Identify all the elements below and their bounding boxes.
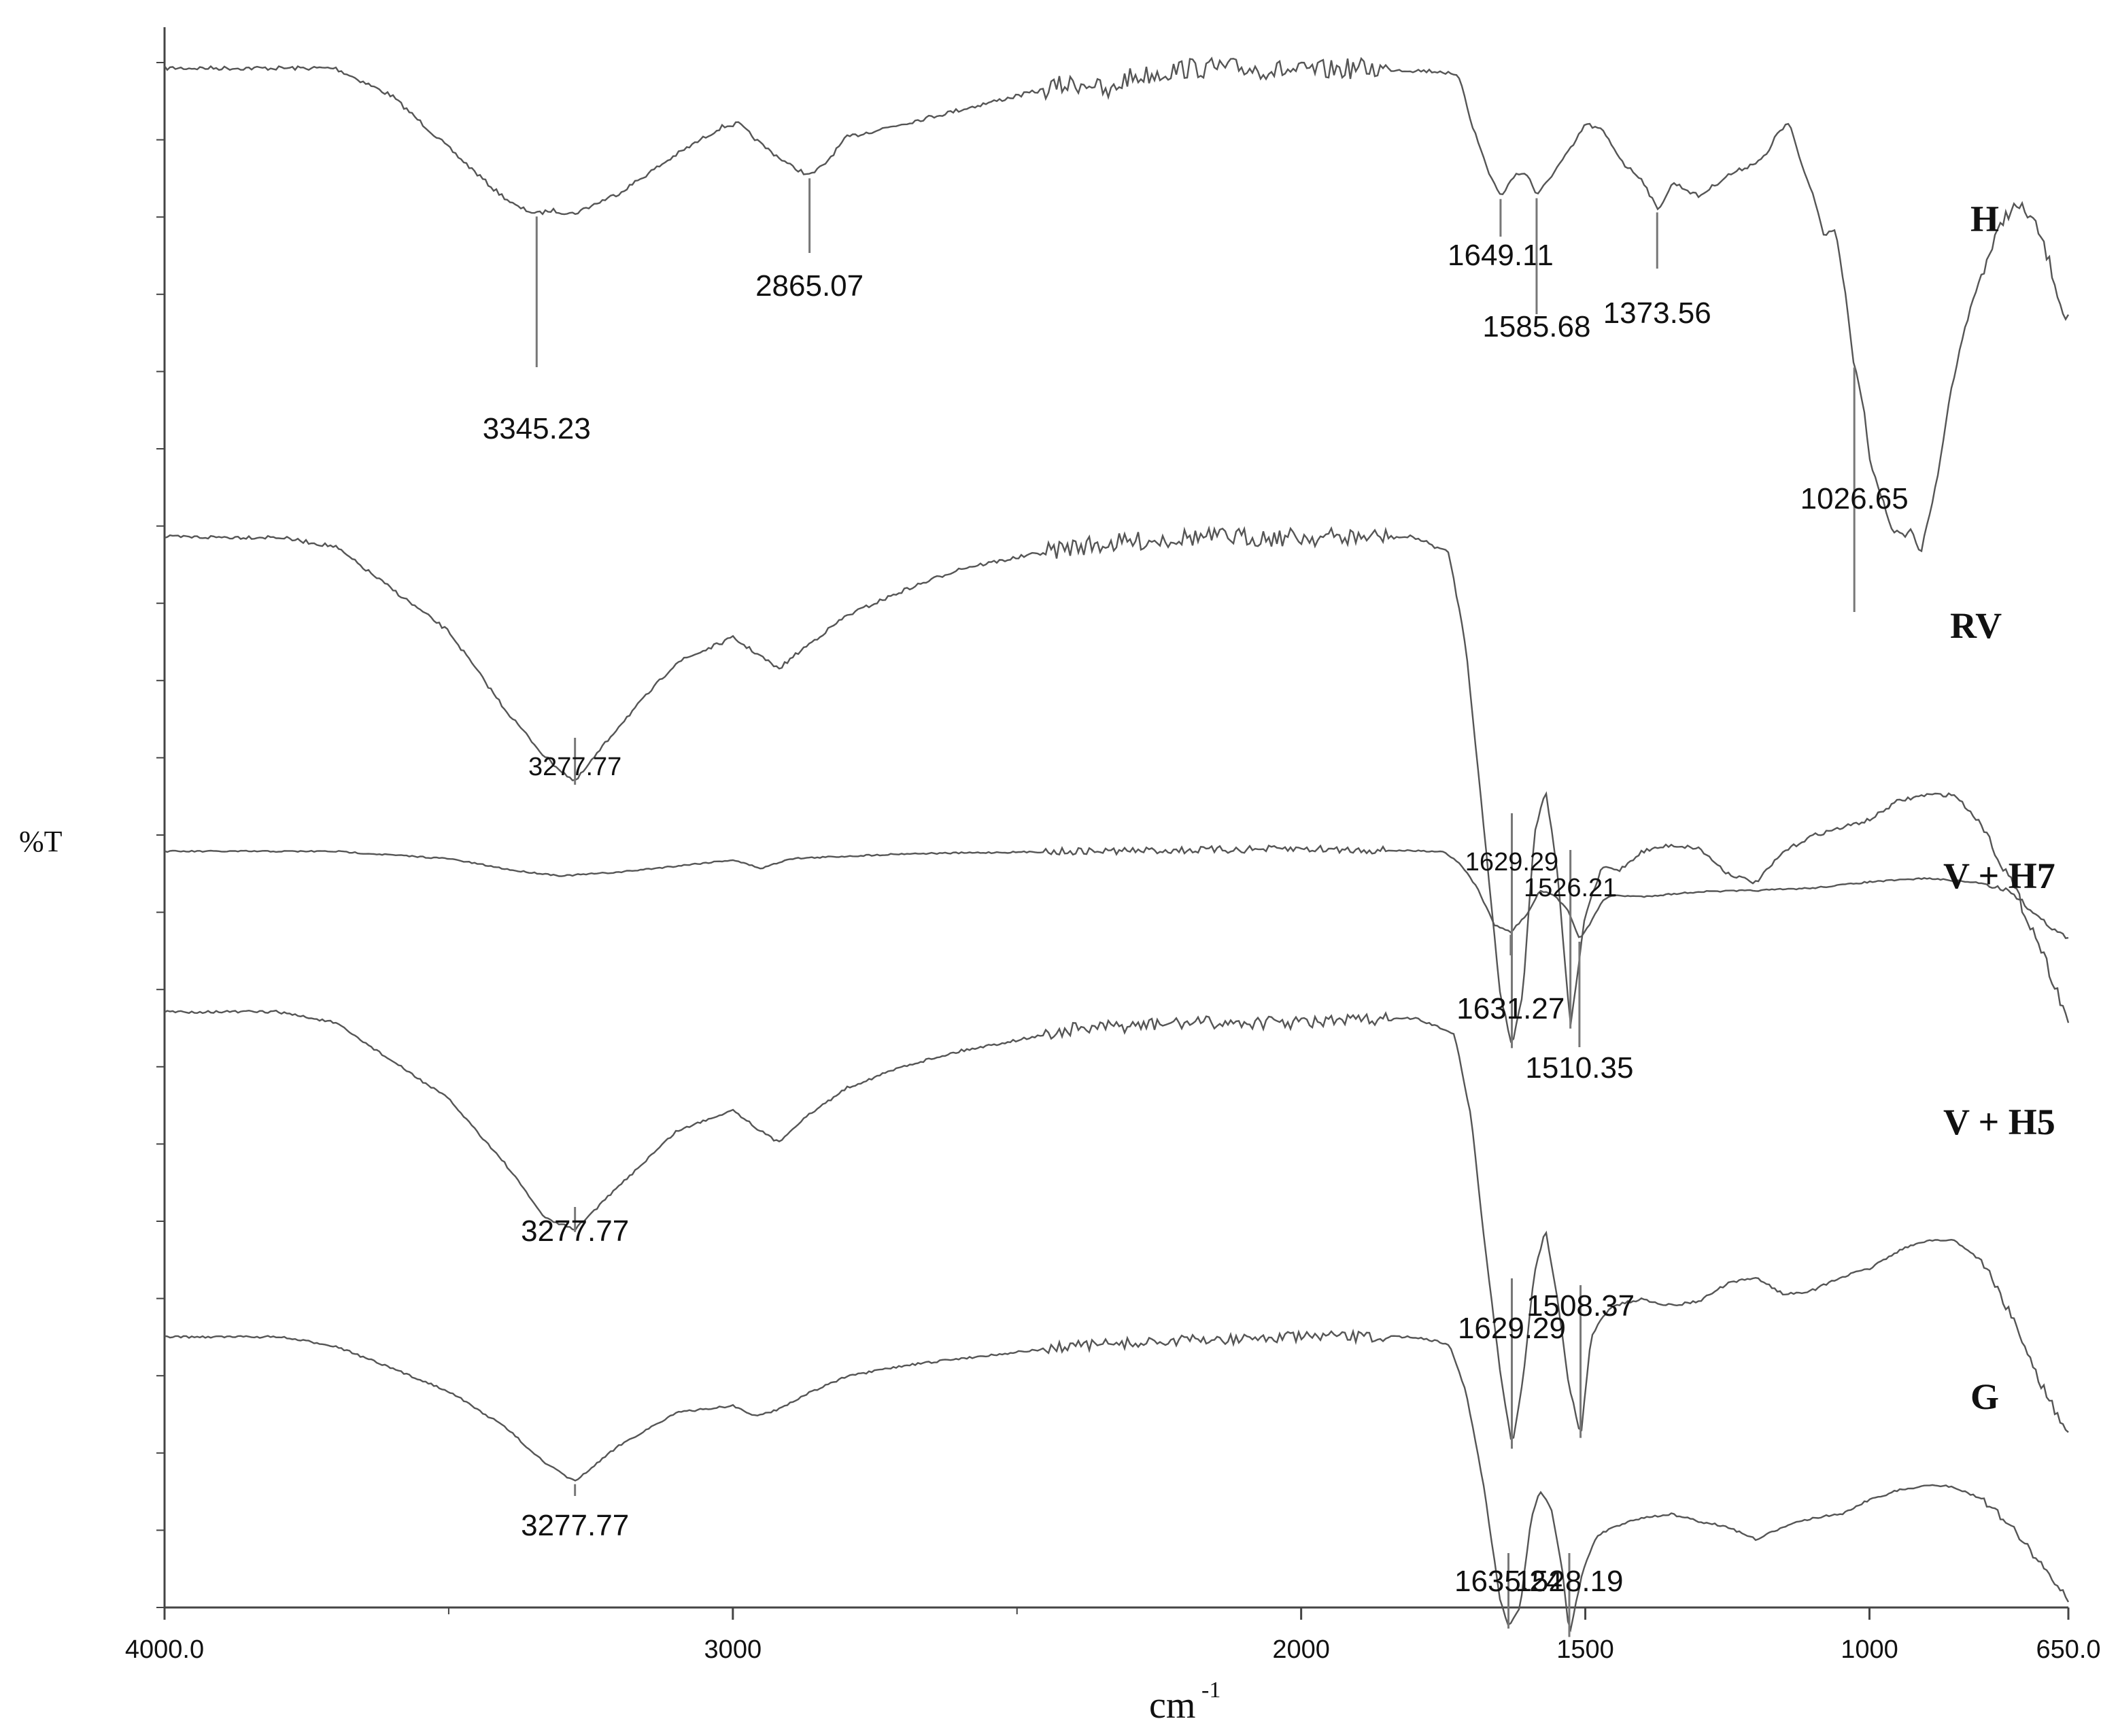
spectrum-line-v-h5 (164, 1009, 2069, 1440)
series-label: V + H5 (1943, 1102, 2055, 1142)
series-label: V + H7 (1943, 855, 2055, 896)
spectrum-line-v-h7 (164, 844, 2069, 939)
spectrum-line-h (164, 56, 2070, 553)
peak-label: 1629.29 (1458, 1312, 1566, 1345)
x-tick-label: 3000 (704, 1635, 762, 1664)
series-layer (164, 56, 2070, 1633)
x-tick-label: 1500 (1556, 1635, 1614, 1664)
peak-label: 3345.23 (483, 412, 591, 445)
y-axis-label: %T (19, 825, 63, 858)
peak-label: 1526.21 (1524, 874, 1617, 902)
spectrum-line-g (164, 1328, 2070, 1633)
peak-label: 3277.77 (521, 1214, 629, 1248)
peak-label: 1510.35 (1525, 1051, 1633, 1085)
x-tick-label: 2000 (1272, 1635, 1330, 1664)
peak-label: 1635.24 (1454, 1565, 1562, 1598)
peak-label: 3277.77 (528, 753, 621, 781)
peak-label: 1631.27 (1456, 992, 1565, 1025)
peak-label: 1585.68 (1482, 310, 1590, 343)
x-axis-label: cm (1149, 1684, 1195, 1726)
peak-label: 1373.56 (1603, 296, 1711, 330)
peak-label: 1649.11 (1448, 239, 1554, 272)
series-label: H (1970, 199, 1999, 239)
x-ticks: 4000.0 3000 2000 1500 1000 650.0 (125, 1607, 2101, 1664)
peak-label: 1508.37 (1526, 1289, 1635, 1323)
peak-label: 2865.07 (755, 269, 864, 303)
x-tick-label: 650.0 (2036, 1635, 2100, 1664)
peak-label: 1629.29 (1465, 848, 1558, 876)
peak-label: 1026.65 (1800, 482, 1909, 515)
x-axis-label-superscript: -1 (1201, 1678, 1220, 1703)
peak-annotations: 3345.23 2865.07 1649.11 1585.68 1373.56 1026.… (483, 178, 1909, 1637)
series-label: G (1970, 1376, 1999, 1417)
peak-label: 3277.77 (521, 1509, 629, 1542)
y-ticks (156, 62, 165, 1608)
series-label: RV (1950, 605, 2002, 646)
spectrum-line-rv (164, 525, 2070, 1043)
peak-label: 1528.19 (1515, 1565, 1623, 1598)
x-tick-label: 1000 (1841, 1635, 1898, 1664)
x-tick-label: 4000.0 (125, 1635, 204, 1664)
series-labels: H RV V + H7 V + H5 G (1943, 199, 2055, 1417)
